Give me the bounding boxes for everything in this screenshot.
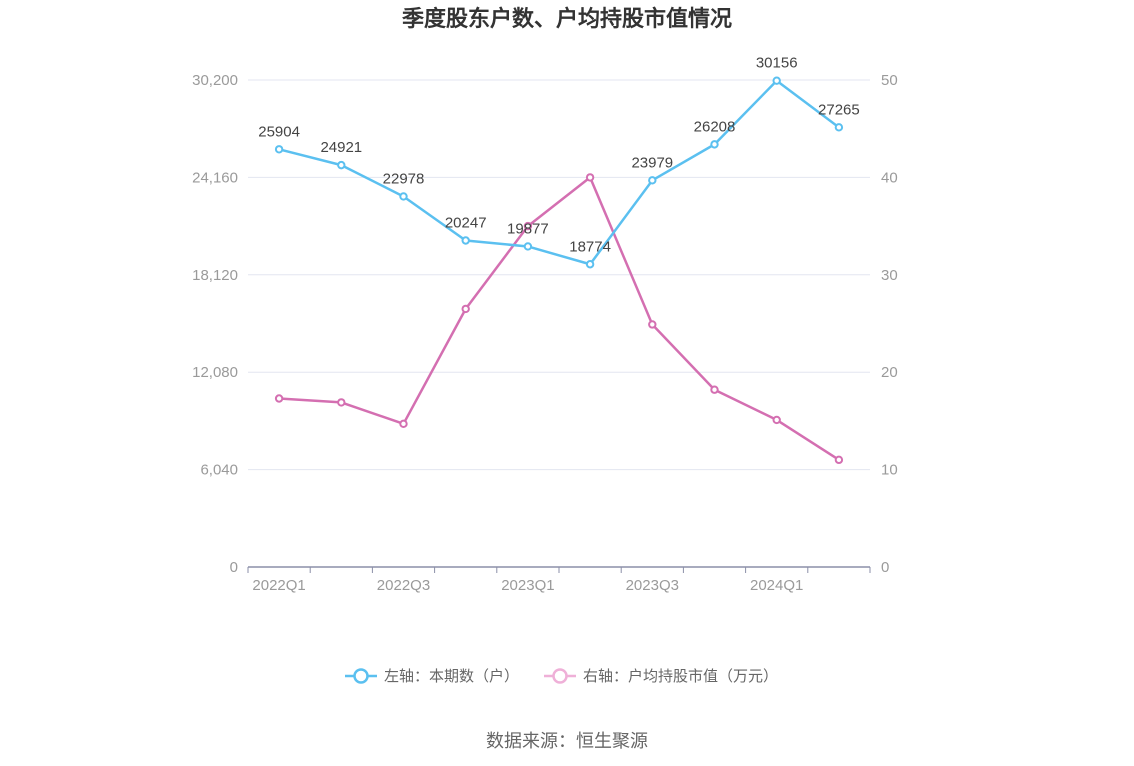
left-tick-label: 18,120 <box>192 267 238 284</box>
series-point-left[interactable] <box>772 76 781 85</box>
x-tick-label: 2023Q1 <box>501 577 554 594</box>
right-tick-label: 40 <box>881 169 898 186</box>
legend-marker-right <box>552 668 568 684</box>
left-tick-label: 12,080 <box>192 364 238 381</box>
legend: 左轴：本期数（户） 右轴：户均持股市值（万元） <box>345 667 778 685</box>
right-tick-label: 20 <box>881 364 898 381</box>
data-label: 19877 <box>507 220 549 237</box>
source-note: 数据来源：恒生聚源 <box>486 731 648 752</box>
series-point-left[interactable] <box>274 145 284 154</box>
data-label: 27265 <box>818 101 860 118</box>
legend-item-right-series[interactable]: 右轴：户均持股市值（万元） <box>544 667 778 685</box>
series-point-left[interactable] <box>337 160 346 170</box>
series-point-right[interactable] <box>337 398 346 407</box>
series-point-left[interactable] <box>710 140 719 149</box>
left-tick-label: 24,160 <box>192 169 238 186</box>
x-tick-label: 2023Q3 <box>626 577 679 594</box>
x-tick-label: 2022Q3 <box>377 577 430 594</box>
grid-lines <box>248 79 870 471</box>
data-label: 22978 <box>383 170 425 187</box>
series-point-left[interactable] <box>648 176 657 185</box>
left-tick-label: 30,200 <box>192 72 238 89</box>
legend-marker-left <box>353 668 369 684</box>
series-point-right[interactable] <box>585 173 595 182</box>
series-point-right[interactable] <box>834 455 844 465</box>
series-point-right[interactable] <box>648 320 657 329</box>
legend-item-left-series[interactable]: 左轴：本期数（户） <box>345 667 519 685</box>
data-label: 23979 <box>631 154 673 171</box>
data-label: 18774 <box>569 238 611 255</box>
series-point-right[interactable] <box>461 304 470 314</box>
series-line-left <box>278 79 840 266</box>
series-layer <box>274 76 844 465</box>
data-label: 26208 <box>694 118 736 135</box>
x-tick-label: 2024Q1 <box>750 577 803 594</box>
left-axis-ticks: 0 6,040 12,080 18,120 24,160 30,200 <box>192 72 238 576</box>
series-point-right[interactable] <box>399 419 408 429</box>
right-tick-label: 10 <box>881 462 898 479</box>
right-tick-label: 0 <box>881 559 889 576</box>
legend-label-right: 右轴：户均持股市值（万元） <box>583 667 778 685</box>
series-point-right[interactable] <box>274 394 284 403</box>
x-tick-label: 2022Q1 <box>252 577 305 594</box>
series-line-right <box>279 176 840 461</box>
right-tick-label: 30 <box>881 267 898 284</box>
data-label: 30156 <box>756 55 798 72</box>
data-label: 20247 <box>445 215 487 232</box>
data-label: 25904 <box>258 123 300 140</box>
left-tick-label: 6,040 <box>200 462 238 479</box>
series-point-left[interactable] <box>585 260 595 269</box>
data-labels: 25904 24921 22978 20247 19877 18774 23979 26208… <box>258 55 860 256</box>
x-axis: 2022Q1 2022Q3 2023Q1 2023Q3 2024Q1 <box>247 566 871 594</box>
left-tick-label: 0 <box>230 559 238 576</box>
series-point-right[interactable] <box>710 385 719 394</box>
series-point-left[interactable] <box>834 123 844 132</box>
right-axis-ticks: 0 10 20 30 40 50 <box>881 72 898 576</box>
series-point-right[interactable] <box>772 415 781 425</box>
series-point-left[interactable] <box>523 242 533 251</box>
series-point-right[interactable] <box>523 221 533 231</box>
legend-label-left: 左轴：本期数（户） <box>384 667 519 685</box>
series-point-left[interactable] <box>399 192 408 201</box>
series-point-left[interactable] <box>461 236 470 245</box>
data-label: 24921 <box>320 139 362 156</box>
right-tick-label: 50 <box>881 72 898 89</box>
chart-title: 季度股东户数、户均持股市值情况 <box>402 6 732 32</box>
